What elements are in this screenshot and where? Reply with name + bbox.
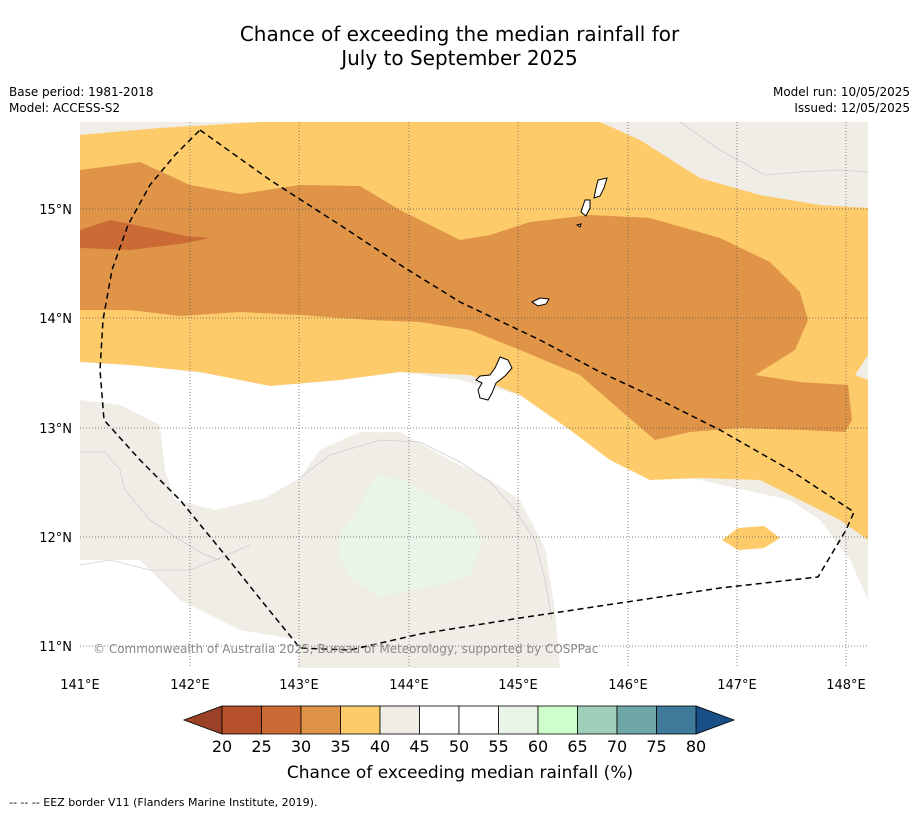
chart-title: Chance of exceeding the median rainfall … — [0, 22, 919, 70]
lon-label: 144°E — [389, 678, 429, 693]
colorbar-tick-label: 75 — [646, 737, 666, 756]
colorbar-tick-label: 45 — [409, 737, 429, 756]
island-rota — [531, 297, 550, 307]
island-guam — [475, 356, 513, 401]
band-35-40-patch — [722, 526, 780, 550]
islands — [475, 177, 608, 401]
colorbar-tick-label: 50 — [449, 737, 469, 756]
lon-labels: 141°E 142°E 143°E 144°E 145°E 146°E 147°… — [60, 678, 866, 693]
copyright-text: © Commonwealth of Australia 2025, Bureau… — [93, 642, 598, 656]
colorbar-tick-label: 30 — [291, 737, 311, 756]
lon-label: 145°E — [498, 678, 538, 693]
colorbar-swatch — [261, 705, 302, 735]
colorbar-tick-label: 40 — [370, 737, 390, 756]
colorbar-swatch — [537, 705, 578, 735]
colorbar-swatch — [340, 705, 381, 735]
colorbar-under-arrow — [182, 705, 223, 735]
colorbar-swatch — [458, 705, 499, 735]
band-30-35 — [80, 162, 852, 440]
eez-footnote: -- -- -- EEZ border V11 (Flanders Marine… — [9, 796, 318, 809]
colorbar-swatch — [577, 705, 618, 735]
contour-lines — [80, 122, 868, 621]
colorbar-swatch — [300, 705, 341, 735]
lat-label: 15°N — [39, 203, 72, 218]
lon-label: 148°E — [826, 678, 866, 693]
lat-label: 14°N — [39, 312, 72, 327]
colorbar-label: Chance of exceeding median rainfall (%) — [287, 763, 633, 783]
colorbar-swatch — [498, 705, 539, 735]
band-55-60 — [338, 474, 482, 597]
lat-label: 13°N — [39, 422, 72, 437]
colorbar-over-arrow — [695, 705, 736, 735]
base-period: Base period: 1981-2018 — [9, 85, 154, 99]
colorbar-tick-label: 80 — [686, 737, 706, 756]
island-saipan — [593, 177, 608, 199]
colorbar: 20 25 30 35 40 45 50 55 60 65 70 75 80 — [182, 705, 736, 756]
colorbar-tick-label: 55 — [488, 737, 508, 756]
band-25-30 — [80, 220, 210, 250]
title-line-1: Chance of exceeding the median rainfall … — [239, 22, 680, 46]
colorbar-swatch — [379, 705, 420, 735]
eez-border — [99, 129, 855, 651]
lon-label: 142°E — [170, 678, 210, 693]
colorbar-swatch — [656, 705, 697, 735]
lon-label: 147°E — [717, 678, 757, 693]
island-aguijan — [575, 223, 582, 228]
lon-label: 143°E — [279, 678, 319, 693]
colorbar-swatch — [221, 705, 262, 735]
colorbar-tick-label: 70 — [607, 737, 627, 756]
colorbar-tick-label: 65 — [567, 737, 587, 756]
colorbar-swatch — [419, 705, 460, 735]
island-tinian — [580, 199, 591, 217]
colorbar-tick-label: 60 — [528, 737, 548, 756]
lon-label: 141°E — [60, 678, 100, 693]
grid-lines — [80, 122, 868, 668]
colorbar-tick-label: 35 — [330, 737, 350, 756]
colorbar-tick-label: 25 — [251, 737, 271, 756]
lat-label: 12°N — [39, 531, 72, 546]
lat-labels: 15°N 14°N 13°N 12°N 11°N — [39, 203, 72, 655]
meta-right: Model run: 10/05/2025 Issued: 12/05/2025 — [773, 84, 910, 116]
model-name: Model: ACCESS-S2 — [9, 101, 121, 115]
lat-label: 11°N — [39, 640, 72, 655]
colorbar-swatch — [616, 705, 657, 735]
colorbar-tick-label: 20 — [212, 737, 232, 756]
map-plot-area: © Commonwealth of Australia 2025, Bureau… — [80, 122, 868, 668]
lon-label: 146°E — [608, 678, 648, 693]
title-line-2: July to September 2025 — [341, 46, 578, 70]
model-run: Model run: 10/05/2025 — [772, 85, 910, 99]
issued-date: Issued: 12/05/2025 — [794, 101, 910, 115]
meta-left: Base period: 1981-2018 Model: ACCESS-S2 — [9, 84, 154, 116]
